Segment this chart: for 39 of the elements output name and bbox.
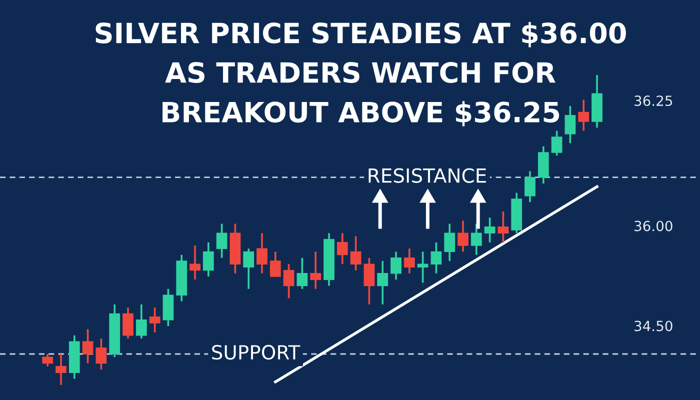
candlestick — [256, 232, 268, 274]
candlestick — [136, 303, 147, 340]
candlestick — [524, 170, 536, 204]
candlestick — [564, 105, 576, 144]
candlestick — [122, 306, 134, 340]
candlestick — [149, 306, 160, 334]
candlestick — [377, 260, 388, 306]
candlestick — [470, 222, 482, 256]
candlestick — [56, 353, 66, 386]
text: 36.00 — [634, 220, 672, 232]
candlestick — [444, 222, 456, 262]
candlestick — [578, 98, 590, 132]
candlestick — [458, 220, 468, 253]
text: 34.50 — [634, 320, 672, 332]
chart-title: SILVER PRICE STEADIES AT $36.00 AS TRADERS WATCH FOR BREAKOUT ABOVE $36.25 — [96, 22, 626, 126]
candlestick — [283, 263, 294, 300]
candlestick — [202, 241, 214, 278]
candlestick — [336, 232, 348, 266]
candlestick — [82, 328, 94, 364]
candlestick — [96, 338, 107, 370]
text: 36.25 — [634, 96, 672, 106]
candlestick — [243, 248, 254, 290]
candlestick — [498, 210, 509, 244]
candlestick — [350, 235, 362, 272]
candlestick — [390, 250, 402, 281]
ref-line-label: RESISTANCE — [368, 168, 486, 183]
candlestick — [296, 256, 308, 290]
candlestick — [417, 250, 428, 284]
candlestick — [310, 250, 322, 290]
candlestick — [551, 130, 562, 157]
candlestick — [216, 222, 228, 259]
candlestick — [190, 244, 200, 281]
ref-line-label: SUPPORT — [212, 344, 300, 360]
candlestick — [42, 353, 54, 368]
candlestick — [270, 250, 281, 278]
candlestick — [484, 216, 496, 244]
candlestick — [404, 248, 415, 274]
candlestick — [430, 241, 442, 274]
candlestick — [364, 256, 375, 306]
